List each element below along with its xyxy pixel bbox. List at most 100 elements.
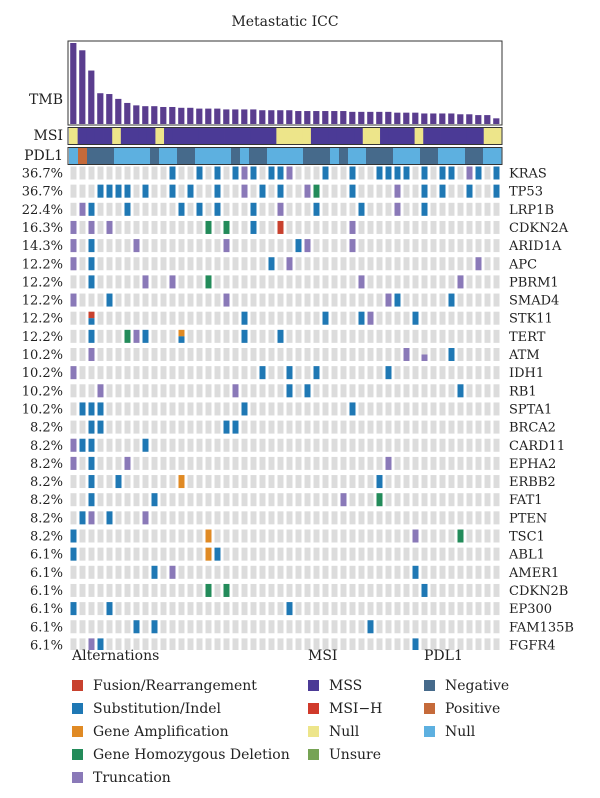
gene-percent-label: 12.2% xyxy=(22,312,63,327)
alteration-mark xyxy=(88,311,95,319)
grid-cell xyxy=(286,583,293,597)
grid-cell xyxy=(223,166,230,180)
grid-cell xyxy=(115,257,122,271)
grid-cell xyxy=(394,456,401,470)
grid-cell xyxy=(241,565,248,579)
grid-cell xyxy=(430,166,437,180)
grid-cell xyxy=(430,456,437,470)
grid-cell xyxy=(79,456,86,470)
grid-cell xyxy=(178,275,185,289)
grid-cell xyxy=(430,366,437,380)
alteration-mark xyxy=(421,354,428,361)
grid-cell xyxy=(376,565,383,579)
alteration-mark xyxy=(79,511,86,525)
grid-cell xyxy=(223,202,230,216)
grid-cell xyxy=(250,438,257,452)
grid-cell xyxy=(340,602,347,616)
grid-cell xyxy=(331,493,338,507)
grid-cell xyxy=(421,275,428,289)
grid-cell xyxy=(250,275,257,289)
grid-cell xyxy=(232,565,239,579)
grid-cell xyxy=(196,456,203,470)
grid-cell xyxy=(151,547,158,561)
grid-cell xyxy=(70,311,77,325)
grid-cell xyxy=(187,602,194,616)
grid-cell xyxy=(385,384,392,398)
msi-cell xyxy=(302,128,312,144)
grid-cell xyxy=(493,420,500,434)
grid-cell xyxy=(241,220,248,234)
grid-cell xyxy=(223,602,230,616)
grid-cell xyxy=(70,420,77,434)
grid-cell xyxy=(268,311,275,325)
msi-cell xyxy=(172,128,182,144)
grid-cell xyxy=(340,384,347,398)
grid-cell xyxy=(124,438,131,452)
grid-cell xyxy=(403,529,410,543)
grid-cell xyxy=(214,329,221,343)
alteration-mark xyxy=(403,348,410,361)
grid-cell xyxy=(394,402,401,416)
grid-cell xyxy=(232,511,239,525)
grid-cell xyxy=(448,456,455,470)
grid-cell xyxy=(205,565,212,579)
grid-cell xyxy=(178,348,185,361)
grid-cell xyxy=(232,583,239,597)
grid-cell xyxy=(376,583,383,597)
grid-cell xyxy=(349,475,356,489)
grid-cell xyxy=(277,420,284,434)
grid-cell xyxy=(358,420,365,434)
grid-cell xyxy=(493,493,500,507)
tmb-bar xyxy=(430,113,437,124)
alteration-mark xyxy=(385,366,392,380)
gene-name-label: TERT xyxy=(509,330,546,345)
grid-cell xyxy=(322,456,329,470)
grid-cell xyxy=(376,511,383,525)
grid-cell xyxy=(115,547,122,561)
grid-cell xyxy=(331,547,338,561)
msi-cell xyxy=(457,128,467,144)
grid-cell xyxy=(178,239,185,253)
grid-cell xyxy=(304,220,311,234)
grid-cell xyxy=(457,311,464,325)
grid-cell xyxy=(331,329,338,343)
pdl1-cell xyxy=(195,148,205,164)
grid-cell xyxy=(457,475,464,489)
grid-cell xyxy=(358,184,365,198)
grid-cell xyxy=(367,239,374,253)
grid-cell xyxy=(70,384,77,398)
grid-cell xyxy=(394,638,401,650)
grid-cell xyxy=(367,348,374,361)
grid-cell xyxy=(385,202,392,216)
grid-cell xyxy=(97,583,104,597)
grid-cell xyxy=(403,583,410,597)
grid-cell xyxy=(214,420,221,434)
pdl1-cell xyxy=(141,148,151,164)
grid-cell xyxy=(178,420,185,434)
tmb-bar xyxy=(448,113,455,124)
grid-cell xyxy=(448,638,455,650)
grid-cell xyxy=(151,275,158,289)
grid-cell xyxy=(232,402,239,416)
gene-name-label: ABL1 xyxy=(508,548,545,563)
grid-cell xyxy=(286,511,293,525)
grid-cell xyxy=(214,239,221,253)
legend-msi-item: MSS xyxy=(308,674,382,697)
grid-cell xyxy=(106,239,113,253)
pdl1-cell xyxy=(447,148,457,164)
gene-name-label: SMAD4 xyxy=(509,294,559,309)
msi-cell xyxy=(241,128,251,144)
grid-cell xyxy=(295,456,302,470)
grid-cell xyxy=(367,220,374,234)
grid-cell xyxy=(169,420,176,434)
grid-cell xyxy=(331,220,338,234)
grid-cell xyxy=(151,420,158,434)
grid-cell xyxy=(295,620,302,634)
grid-cell xyxy=(484,565,491,579)
pdl1-cell xyxy=(465,148,475,164)
grid-cell xyxy=(97,293,104,307)
tmb-bar xyxy=(358,111,365,124)
grid-cell xyxy=(268,583,275,597)
grid-cell xyxy=(196,402,203,416)
grid-cell xyxy=(412,475,419,489)
